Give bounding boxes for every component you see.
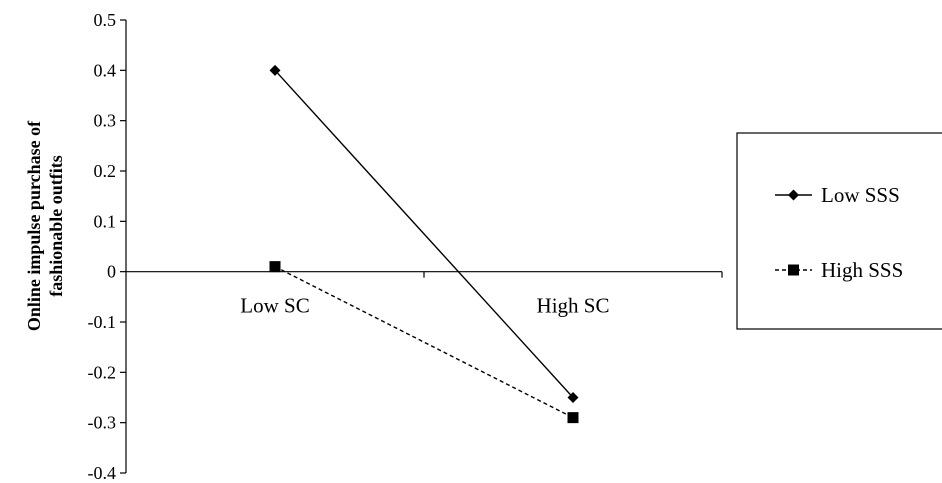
legend-label-high-sss: High SSS bbox=[821, 258, 903, 282]
series-line-high-sss bbox=[274, 266, 574, 419]
data-point-low-sss bbox=[567, 392, 579, 403]
y-tick-label: -0.4 bbox=[88, 463, 117, 483]
y-tick-label: 0.2 bbox=[94, 161, 117, 181]
y-axis-title-line-2: fashionable outfits bbox=[46, 155, 66, 297]
y-tick-label: 0.5 bbox=[94, 10, 117, 30]
data-point-low-sss bbox=[269, 64, 281, 76]
data-point-high-sss bbox=[567, 412, 579, 424]
y-axis-title-line-1: Online impulse purchase of bbox=[24, 120, 44, 331]
y-axis: 0.5 0.4 0.3 0.2 0.1 0 -0.1 -0.2 -0.3 -0.4 bbox=[88, 10, 127, 483]
y-tick-label: 0.4 bbox=[94, 60, 117, 80]
legend-marker-high-sss bbox=[788, 264, 799, 276]
x-category-label: Low SC bbox=[240, 294, 309, 318]
series-line-low-sss bbox=[274, 69, 574, 398]
series-layer bbox=[269, 64, 579, 424]
y-tick-label: -0.1 bbox=[88, 312, 117, 332]
data-point-high-sss bbox=[269, 261, 281, 273]
y-tick-label: -0.3 bbox=[88, 413, 117, 433]
y-tick-label: 0.3 bbox=[94, 111, 117, 131]
legend-marker-low-sss bbox=[788, 189, 799, 201]
y-axis-title: Online impulse purchase of fashionable o… bbox=[24, 120, 66, 331]
y-tick-label: -0.2 bbox=[88, 362, 117, 382]
legend: Low SSS High SSS bbox=[736, 132, 942, 330]
legend-label-low-sss: Low SSS bbox=[821, 183, 900, 207]
legend-box bbox=[736, 132, 942, 330]
x-category-label: High SC bbox=[537, 294, 610, 318]
x-axis: Low SC High SC bbox=[126, 271, 723, 318]
y-tick-label: 0 bbox=[107, 262, 116, 282]
y-tick-label: 0.1 bbox=[94, 211, 117, 231]
